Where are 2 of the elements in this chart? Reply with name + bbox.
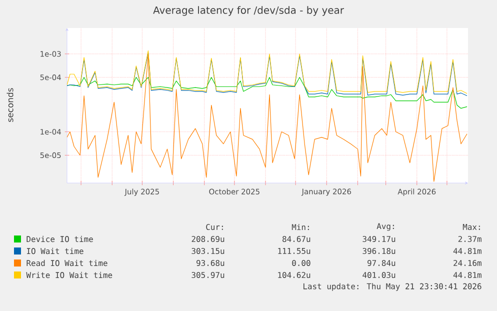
y-axis-title: seconds: [6, 88, 14, 122]
chart-title: Average latency for /dev/sda - by year: [153, 6, 344, 16]
